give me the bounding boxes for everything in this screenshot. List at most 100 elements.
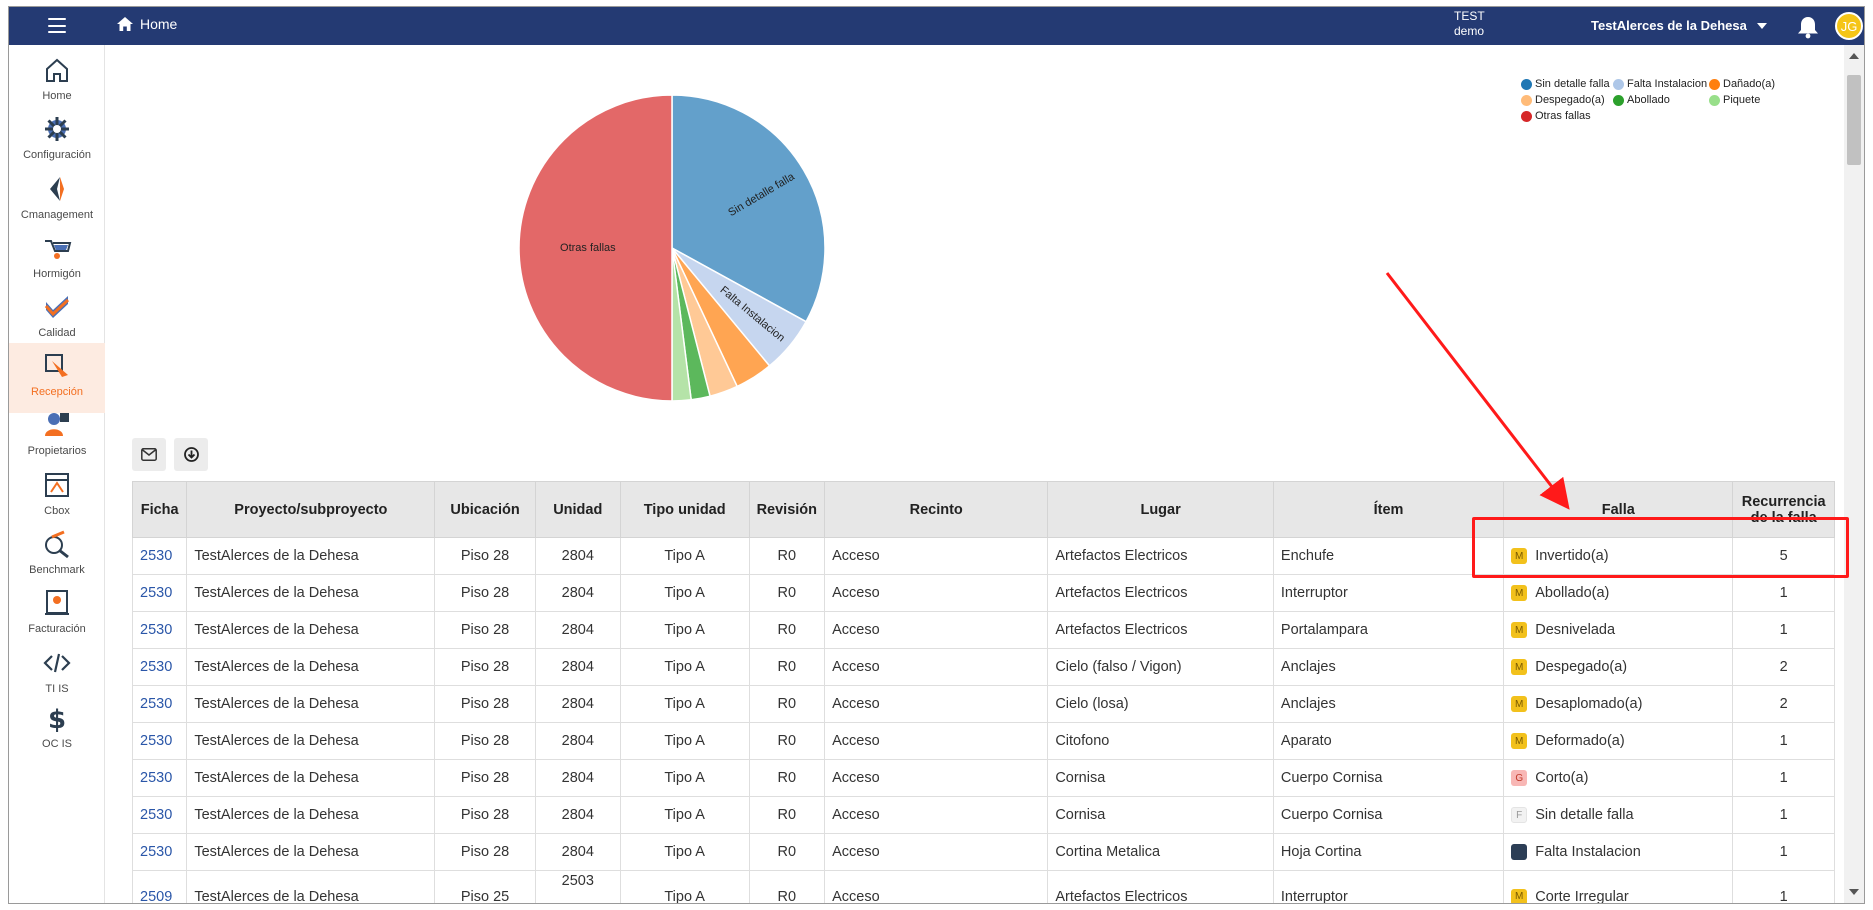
table-row[interactable]: 2530 TestAlerces de la Dehesa Piso 28 2804 T…	[132, 574, 1835, 612]
severity-badge: M	[1511, 585, 1528, 601]
sidebar-item-label: Hormigón	[33, 268, 81, 280]
ficha-link[interactable]: 2530	[132, 833, 188, 871]
table-row[interactable]: 2530 TestAlerces de la Dehesa Piso 28 2804 T…	[132, 537, 1835, 575]
pie-slice-sin-detalle-falla[interactable]	[671, 94, 826, 323]
avatar[interactable]: JG	[1835, 12, 1863, 40]
table-row[interactable]: 2530 TestAlerces de la Dehesa Piso 28 2804 T…	[132, 722, 1835, 760]
legend-item[interactable]: Otras fallas	[1521, 110, 1591, 122]
table-row[interactable]: 2530 TestAlerces de la Dehesa Piso 28 2804 T…	[132, 648, 1835, 686]
email-button[interactable]	[132, 438, 166, 471]
wheelbarrow-icon	[45, 240, 72, 259]
sidebar-item-benchmark[interactable]: Benchmark	[9, 521, 105, 591]
column-header[interactable]: Proyecto/subproyecto	[186, 481, 436, 538]
legend-label: Otras fallas	[1535, 110, 1591, 122]
falla-cell-content: M Corte Irregular	[1511, 888, 1725, 903]
column-header[interactable]: Ficha	[132, 481, 188, 538]
cell-item: Portalampara	[1272, 611, 1505, 649]
vertical-scrollbar[interactable]	[1844, 45, 1864, 903]
sidebar-item-configuraci-n[interactable]: Configuración	[9, 106, 105, 176]
column-header[interactable]: Recinto	[824, 481, 1049, 538]
table-row[interactable]: 2530 TestAlerces de la Dehesa Piso 28 2804 T…	[132, 759, 1835, 797]
table-body: 2530 TestAlerces de la Dehesa Piso 28 2804 T…	[132, 537, 1835, 903]
sidebar-item-label: Calidad	[38, 327, 76, 339]
ficha-link[interactable]: 2530	[132, 722, 188, 760]
home-link[interactable]: Home	[117, 16, 177, 32]
cell-recinto: Acceso	[824, 796, 1049, 834]
cell-falla: M Corte Irregular	[1503, 870, 1734, 903]
download-button[interactable]	[174, 438, 208, 471]
severity-badge: M	[1511, 548, 1528, 564]
hamburger-menu-icon[interactable]	[48, 18, 66, 33]
sidebar-item-propietarios[interactable]: Propietarios	[9, 402, 105, 472]
pie-slice-otras-fallas[interactable]	[518, 94, 673, 402]
table-row[interactable]: 2530 TestAlerces de la Dehesa Piso 28 2804 T…	[132, 685, 1835, 723]
legend-item[interactable]: Abollado	[1613, 94, 1670, 106]
sidebar-item-cmanagement[interactable]: Cmanagement	[9, 166, 105, 236]
column-header[interactable]: Recurrencia de la falla	[1732, 481, 1835, 538]
sidebar-item-ti-is[interactable]: TI IS	[9, 640, 105, 710]
table-row[interactable]: 2530 TestAlerces de la Dehesa Piso 28 2804 T…	[132, 796, 1835, 834]
falla-cell-content: F Sin detalle falla	[1511, 807, 1725, 823]
cell-unidad: 2804	[534, 796, 621, 834]
cell-proyecto: TestAlerces de la Dehesa	[186, 796, 436, 834]
falla-cell-content: M Desaplomado(a)	[1511, 696, 1725, 712]
column-header[interactable]: Falla	[1503, 481, 1734, 538]
sidebar-item-home[interactable]: Home	[9, 47, 105, 117]
sidebar-item-oc-is[interactable]: $ OC IS	[9, 695, 105, 765]
legend-swatch	[1709, 94, 1720, 106]
column-header[interactable]: Lugar	[1047, 481, 1274, 538]
sidebar-item-hormig-n[interactable]: Hormigón	[9, 225, 105, 295]
cell-falla: D Falta Instalacion	[1503, 833, 1734, 871]
bell-icon[interactable]	[1795, 15, 1821, 39]
ficha-link[interactable]: 2530	[132, 574, 188, 612]
ficha-link[interactable]: 2530	[132, 759, 188, 797]
results-table-container: Ficha Proyecto/subproyecto Ubicación Unidad…	[132, 481, 1835, 903]
table-row[interactable]: 2530 TestAlerces de la Dehesa Piso 28 2804 T…	[132, 611, 1835, 649]
ficha-link[interactable]: 2509	[132, 870, 188, 903]
cell-recurrencia: 1	[1732, 722, 1835, 760]
legend-item[interactable]: Sin detalle falla	[1521, 78, 1610, 90]
table-row[interactable]: 2530 TestAlerces de la Dehesa Piso 28 2804 T…	[132, 833, 1835, 871]
ficha-link[interactable]: 2530	[132, 611, 188, 649]
table-row[interactable]: 2509 TestAlerces de la Dehesa Piso 25 2503 T…	[132, 870, 1835, 903]
column-header[interactable]: Ubicación	[434, 481, 536, 538]
cell-item: Interruptor	[1272, 574, 1505, 612]
cell-ubicacion: Piso 28	[434, 685, 536, 723]
sidebar-item-facturaci-n[interactable]: Facturación	[9, 580, 105, 650]
legend-item[interactable]: Dañado(a)	[1709, 78, 1775, 90]
falla-cell-content: M Invertido(a)	[1511, 548, 1725, 564]
dollar-icon: $	[48, 705, 66, 733]
cell-recinto: Acceso	[824, 833, 1049, 871]
cell-tipo: Tipo A	[619, 870, 750, 903]
cell-lugar: Artefactos Electricos	[1047, 537, 1274, 575]
cell-recinto: Acceso	[824, 870, 1049, 903]
ficha-link[interactable]: 2530	[132, 796, 188, 834]
cell-recurrencia: 1	[1732, 574, 1835, 612]
falla-label: Abollado(a)	[1535, 585, 1610, 601]
sidebar-item-calidad[interactable]: Calidad	[9, 284, 105, 354]
falla-cell-content: G Corto(a)	[1511, 770, 1725, 786]
falla-cell-content: M Despegado(a)	[1511, 659, 1725, 675]
scroll-down-icon[interactable]	[1849, 889, 1859, 895]
ficha-link[interactable]: 2530	[132, 648, 188, 686]
falla-label: Despegado(a)	[1535, 659, 1628, 675]
cell-revision: R0	[748, 722, 826, 760]
sidebar-item-label: Configuración	[23, 149, 91, 161]
falla-cell-content: M Deformado(a)	[1511, 733, 1725, 749]
sidebar-item-recepci-n[interactable]: Recepción	[9, 343, 105, 413]
column-header[interactable]: Ítem	[1272, 481, 1505, 538]
cell-falla: M Desaplomado(a)	[1503, 685, 1734, 723]
scroll-thumb[interactable]	[1847, 75, 1861, 165]
column-header[interactable]: Unidad	[534, 481, 621, 538]
legend-item[interactable]: Piquete	[1709, 94, 1760, 106]
ficha-link[interactable]: 2530	[132, 685, 188, 723]
legend-item[interactable]: Despegado(a)	[1521, 94, 1605, 106]
legend-item[interactable]: Falta Instalacion	[1613, 78, 1707, 90]
sidebar-item-cbox[interactable]: Cbox	[9, 462, 105, 532]
ficha-link[interactable]: 2530	[132, 537, 188, 575]
column-header[interactable]: Tipo unidad	[619, 481, 750, 538]
cell-item: Interruptor	[1272, 870, 1505, 903]
project-selector[interactable]: TestAlerces de la Dehesa	[1591, 18, 1767, 33]
column-header[interactable]: Revisión	[748, 481, 826, 538]
scroll-up-icon[interactable]	[1849, 53, 1859, 59]
